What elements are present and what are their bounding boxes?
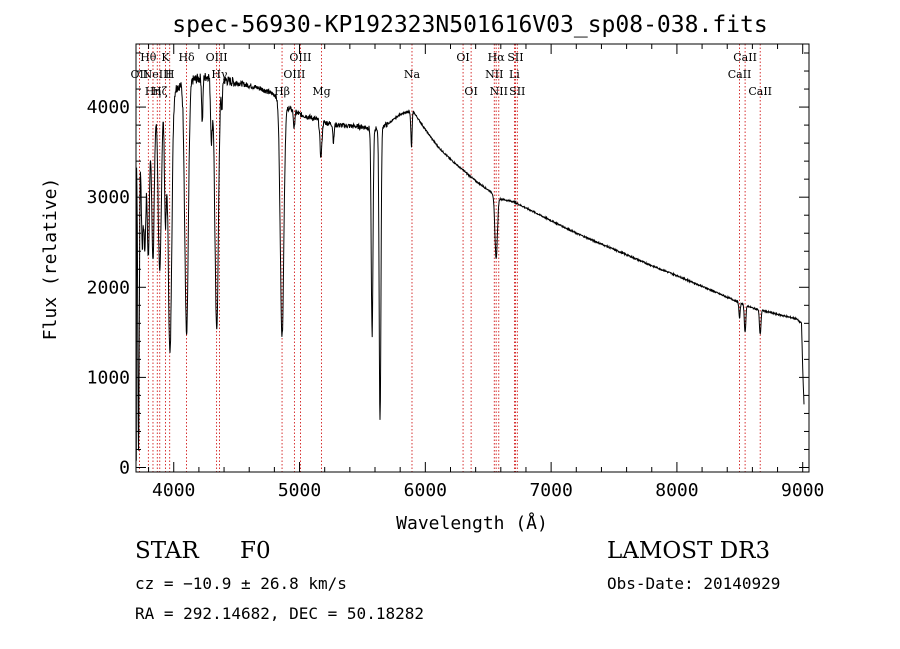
y-tick-label: 4000 xyxy=(87,97,130,118)
chart-title: spec-56930-KP192323N501616V03_sp08-038.f… xyxy=(172,12,767,38)
line-marker-label: CaII xyxy=(728,68,752,81)
object-subclass: F0 xyxy=(240,538,271,564)
x-tick-label: 5000 xyxy=(278,480,321,501)
coordinates-readout: RA = 292.14682, DEC = 50.18282 xyxy=(135,604,424,623)
line-marker-label: OI xyxy=(456,51,469,64)
obs-date: Obs-Date: 20140929 xyxy=(607,574,781,593)
line-marker-label: NII xyxy=(490,85,508,98)
y-tick-label: 2000 xyxy=(87,277,130,298)
plot-frame xyxy=(135,43,810,473)
line-marker-label: Li xyxy=(509,68,520,81)
spectrum-line xyxy=(135,72,805,461)
x-tick-label: 6000 xyxy=(404,480,447,501)
line-marker-label: Hγ xyxy=(211,68,228,81)
line-marker-label: Hζ xyxy=(152,85,168,98)
line-marker-label: OIII xyxy=(206,51,228,64)
x-tick-label: 8000 xyxy=(655,480,698,501)
line-marker-label: NeIII xyxy=(143,68,172,81)
axis-ticks-layer: 4000 5000 6000 7000 8000 9000 0 1000 2000 3000 400… xyxy=(87,44,824,501)
x-tick-label: 9000 xyxy=(781,480,824,501)
line-marker-label: Hα xyxy=(488,51,506,64)
line-marker-label: Hδ xyxy=(178,51,195,64)
x-tick-label: 7000 xyxy=(529,480,572,501)
line-marker-label: K xyxy=(161,51,170,64)
x-tick-label: 4000 xyxy=(152,480,195,501)
line-marker-label: Hβ xyxy=(274,85,290,98)
object-class: STAR xyxy=(135,538,199,564)
line-marker-label: H xyxy=(165,68,175,81)
line-marker-label: SII xyxy=(509,85,525,98)
line-marker-label: Hη xyxy=(145,85,161,98)
line-marker-label: SII xyxy=(507,51,523,64)
line-marker-label: OIII xyxy=(283,68,305,81)
line-marker-label: OIII xyxy=(289,51,311,64)
x-axis-label: Wavelength (Å) xyxy=(396,512,548,534)
line-marker-label: OI xyxy=(464,85,477,98)
line-marker-label: NII xyxy=(485,68,503,81)
line-marker-label: CaII xyxy=(748,85,772,98)
y-tick-label: 3000 xyxy=(87,187,130,208)
line-marker-label: Hθ xyxy=(140,51,157,64)
y-tick-label: 0 xyxy=(119,457,130,478)
y-tick-label: 1000 xyxy=(87,367,130,388)
line-marker-label: OII xyxy=(131,68,149,81)
line-marker-label: Na xyxy=(404,68,421,81)
velocity-readout: cz = −10.9 ± 26.8 km/s xyxy=(135,574,347,593)
survey-label: LAMOST DR3 xyxy=(607,538,771,564)
line-markers-layer xyxy=(138,44,761,472)
line-marker-label: Mg xyxy=(312,85,330,98)
line-marker-label: CaII xyxy=(733,51,757,64)
y-axis-label: Flux (relative) xyxy=(40,178,61,341)
